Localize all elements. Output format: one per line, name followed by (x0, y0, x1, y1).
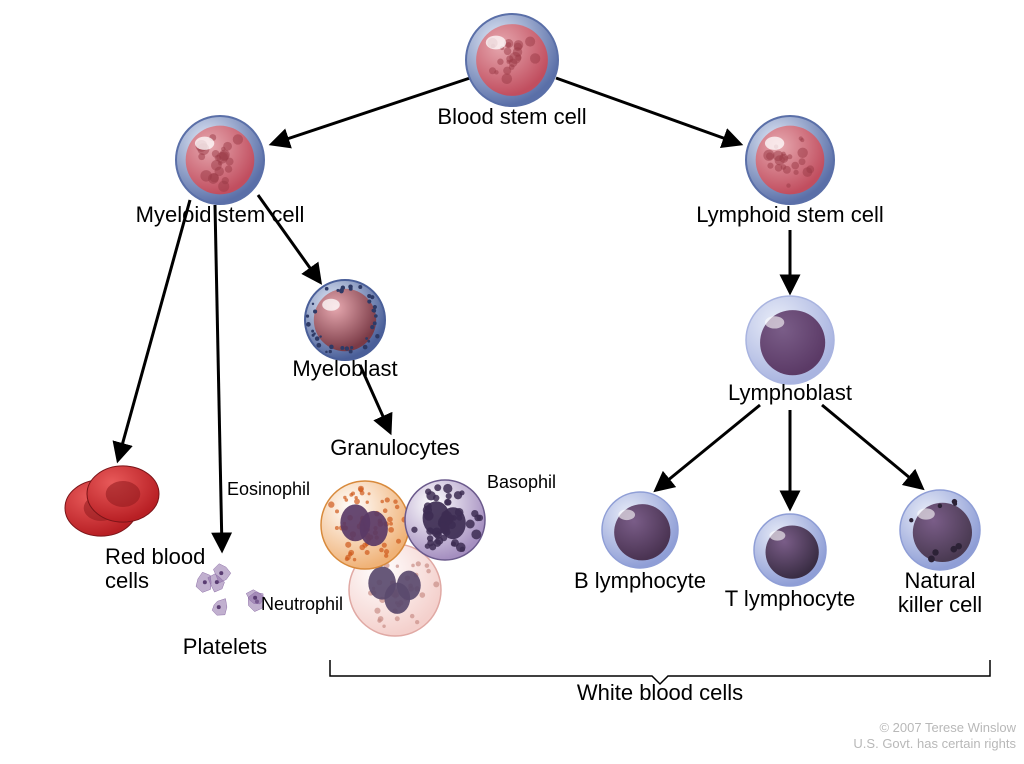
label-lymphoid_stem: Lymphoid stem cell (696, 202, 883, 227)
edge-myeloid_stem-platelets (215, 205, 222, 550)
label-nk: Natural (905, 568, 976, 593)
node-lymphoid_stem (746, 116, 834, 204)
label-wbc: White blood cells (577, 680, 743, 705)
node-nk (900, 490, 980, 570)
edge-myeloid_stem-rbc (118, 200, 190, 460)
node-basophil (405, 480, 485, 560)
label-blood_stem: Blood stem cell (437, 104, 586, 129)
label-lymphoblast: Lymphoblast (728, 380, 852, 405)
label-neutrophil: Neutrophil (261, 594, 343, 614)
label-rbc: Red blood (105, 544, 205, 569)
node-myeloid_stem (176, 116, 264, 204)
node-platelets (196, 564, 265, 616)
label-b_lymph: B lymphocyte (574, 568, 706, 593)
label-platelets: Platelets (183, 634, 267, 659)
node-t_lymph (754, 514, 826, 586)
label-basophil: Basophil (487, 472, 556, 492)
node-blood_stem (466, 14, 558, 106)
credit-line-2: U.S. Govt. has certain rights (853, 736, 1016, 751)
node-myeloblast (305, 280, 385, 360)
label-nk-2: killer cell (898, 592, 982, 617)
node-lymphoblast (746, 296, 834, 384)
label-rbc-2: cells (105, 568, 149, 593)
node-eosinophil (321, 481, 409, 569)
label-eosinophil: Eosinophil (227, 479, 310, 499)
label-t_lymph: T lymphocyte (725, 586, 855, 611)
label-myeloblast: Myeloblast (292, 356, 397, 381)
label-myeloid_stem: Myeloid stem cell (136, 202, 305, 227)
credit-line-1: © 2007 Terese Winslow (879, 720, 1016, 735)
node-rbc (65, 466, 159, 536)
edge-lymphoblast-b_lymph (656, 405, 760, 490)
node-b_lymph (602, 492, 678, 568)
label-granulocytes: Granulocytes (330, 435, 460, 460)
edge-lymphoblast-nk (822, 405, 922, 488)
